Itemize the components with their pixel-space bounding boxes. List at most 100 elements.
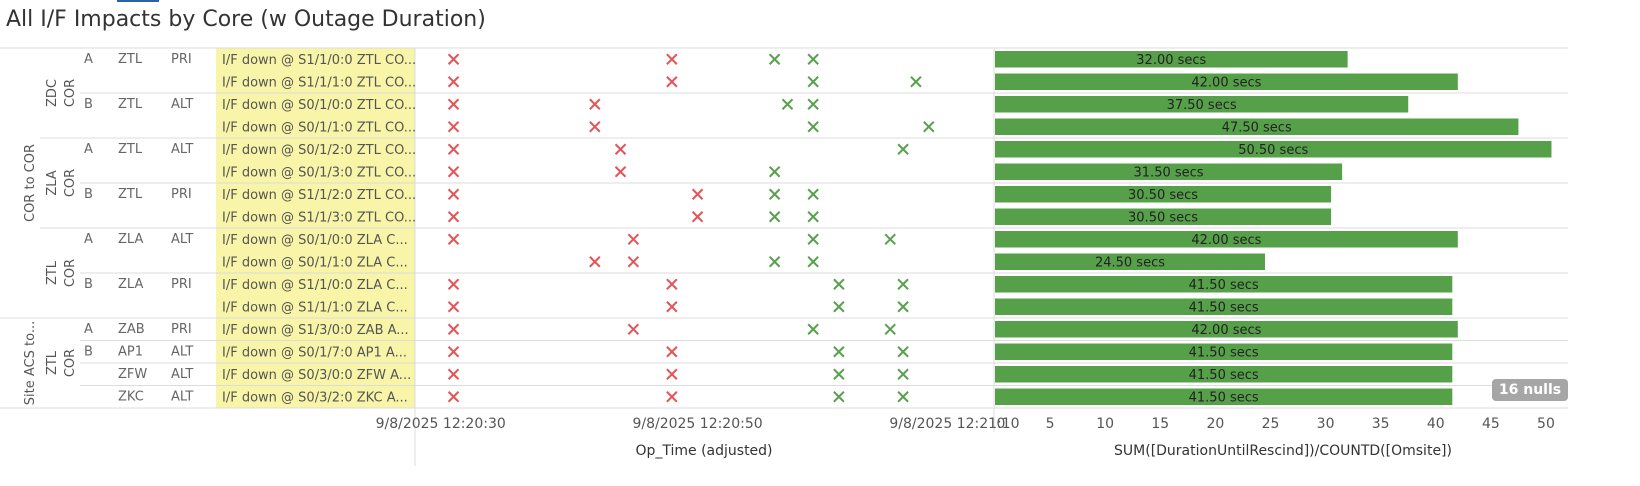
duration-bar: [995, 343, 1453, 360]
bar-tick-label: 5: [1046, 416, 1055, 432]
bar-label: 32.00 secs: [1136, 53, 1206, 68]
event-marker: [447, 368, 460, 380]
event-marker: [666, 346, 678, 358]
side-label: B: [84, 277, 93, 292]
bar-label: 30.50 secs: [1128, 211, 1198, 226]
duration-bar: [995, 231, 1458, 248]
event-marker: [897, 143, 909, 155]
bar-tick-label: 40: [1427, 416, 1445, 432]
iface-label: I/F down @ S1/1/0:0 ZLA C...: [222, 278, 408, 293]
sub-group-label: COR: [63, 169, 78, 197]
event-marker: [666, 76, 678, 88]
side-label: B: [84, 97, 93, 112]
event-marker: [666, 278, 678, 290]
event-marker: [897, 368, 909, 380]
x-tick-label: 9/8/2025 12:21:10: [889, 416, 1019, 432]
side-label: A: [84, 232, 93, 247]
duration-bar: [995, 51, 1348, 68]
side-label: A: [84, 322, 93, 337]
role-label: PRI: [171, 277, 192, 292]
event-marker: [833, 391, 845, 403]
bar-tick-label: 35: [1372, 416, 1390, 432]
event-marker: [897, 278, 909, 290]
event-marker: [447, 211, 460, 223]
role-label: ALT: [171, 345, 193, 360]
event-marker: [833, 346, 845, 358]
bar-label: 47.50 secs: [1222, 121, 1292, 136]
top-accent-mark: [117, 0, 159, 2]
iface-label: I/F down @ S0/1/1:0 ZLA C...: [222, 256, 408, 271]
iface-label: I/F down @ S1/3/0:0 ZAB A...: [222, 323, 409, 338]
iface-label: I/F down @ S1/1/2:0 ZTL CO...: [222, 188, 416, 203]
group-label: Site ACS to...: [23, 321, 38, 405]
site-label: AP1: [118, 345, 143, 360]
event-marker: [627, 233, 640, 245]
bar-label: 31.50 secs: [1134, 166, 1204, 181]
site-label: ZLA: [118, 277, 143, 292]
event-marker: [768, 211, 781, 223]
sub-group-label: ZTL: [45, 260, 60, 285]
site-label: ZTL: [118, 142, 143, 157]
page-title: All I/F Impacts by Core (w Outage Durati…: [6, 7, 486, 32]
duration-bar: [995, 366, 1453, 383]
site-label: ZTL: [118, 52, 143, 67]
bar-label: 41.50 secs: [1189, 391, 1259, 406]
site-label: ZFW: [118, 367, 147, 382]
event-marker: [447, 391, 460, 403]
event-marker: [614, 166, 627, 178]
side-label: B: [84, 187, 93, 202]
bar-tick-label: 20: [1206, 416, 1224, 432]
nulls-badge[interactable]: 16 nulls: [1492, 379, 1568, 401]
event-marker: [768, 166, 781, 178]
bar-label: 50.50 secs: [1238, 143, 1308, 158]
duration-bar: [995, 208, 1332, 225]
event-marker: [768, 256, 781, 268]
event-marker: [807, 188, 819, 200]
role-label: ALT: [171, 142, 193, 157]
event-marker: [807, 211, 819, 223]
event-marker: [666, 53, 678, 65]
duration-bar: [995, 298, 1453, 315]
bar-tick-label: 30: [1317, 416, 1335, 432]
iface-label: I/F down @ S0/1/0:0 ZTL CO...: [222, 98, 416, 113]
event-marker: [833, 301, 845, 313]
iface-label: I/F down @ S0/1/2:0 ZTL CO...: [222, 143, 416, 158]
duration-bar: [995, 388, 1453, 405]
event-marker: [691, 188, 704, 200]
sub-group-label: ZDC: [45, 79, 60, 107]
event-marker: [589, 256, 601, 268]
duration-bar: [995, 141, 1552, 158]
bar-label: 30.50 secs: [1128, 188, 1198, 203]
event-marker: [589, 98, 601, 110]
event-marker: [807, 233, 819, 245]
bar-tick-label: 25: [1262, 416, 1280, 432]
site-label: ZKC: [118, 390, 144, 405]
bar-label: 42.00 secs: [1191, 233, 1261, 248]
event-marker: [910, 76, 922, 88]
x-tick-label: 9/8/2025 12:20:50: [632, 416, 762, 432]
event-marker: [447, 76, 460, 88]
event-marker: [781, 98, 794, 110]
bar-label: 41.50 secs: [1189, 301, 1259, 316]
iface-label: I/F down @ S0/1/3:0 ZTL CO...: [222, 166, 416, 181]
sub-group-label: COR: [63, 259, 78, 287]
side-label: B: [84, 345, 93, 360]
event-marker: [447, 233, 460, 245]
role-label: PRI: [171, 322, 192, 337]
sub-group-label: COR: [63, 349, 78, 377]
sub-group-label: COR: [63, 79, 78, 107]
x-axis-title: Op_Time (adjusted): [635, 443, 772, 459]
event-marker: [614, 143, 627, 155]
site-label: ZLA: [118, 232, 143, 247]
bar-tick-label: 45: [1482, 416, 1500, 432]
iface-label: I/F down @ S0/3/0:0 ZFW A...: [222, 368, 411, 383]
role-label: ALT: [171, 97, 193, 112]
event-marker: [897, 391, 909, 403]
bar-label: 42.00 secs: [1191, 76, 1261, 91]
iface-label: I/F down @ S0/3/2:0 ZKC A...: [222, 391, 408, 406]
bar-tick-label: 50: [1537, 416, 1555, 432]
bar-label: 24.50 secs: [1095, 256, 1165, 271]
duration-bar: [995, 321, 1458, 338]
side-label: A: [84, 142, 93, 157]
side-label: A: [84, 52, 93, 67]
